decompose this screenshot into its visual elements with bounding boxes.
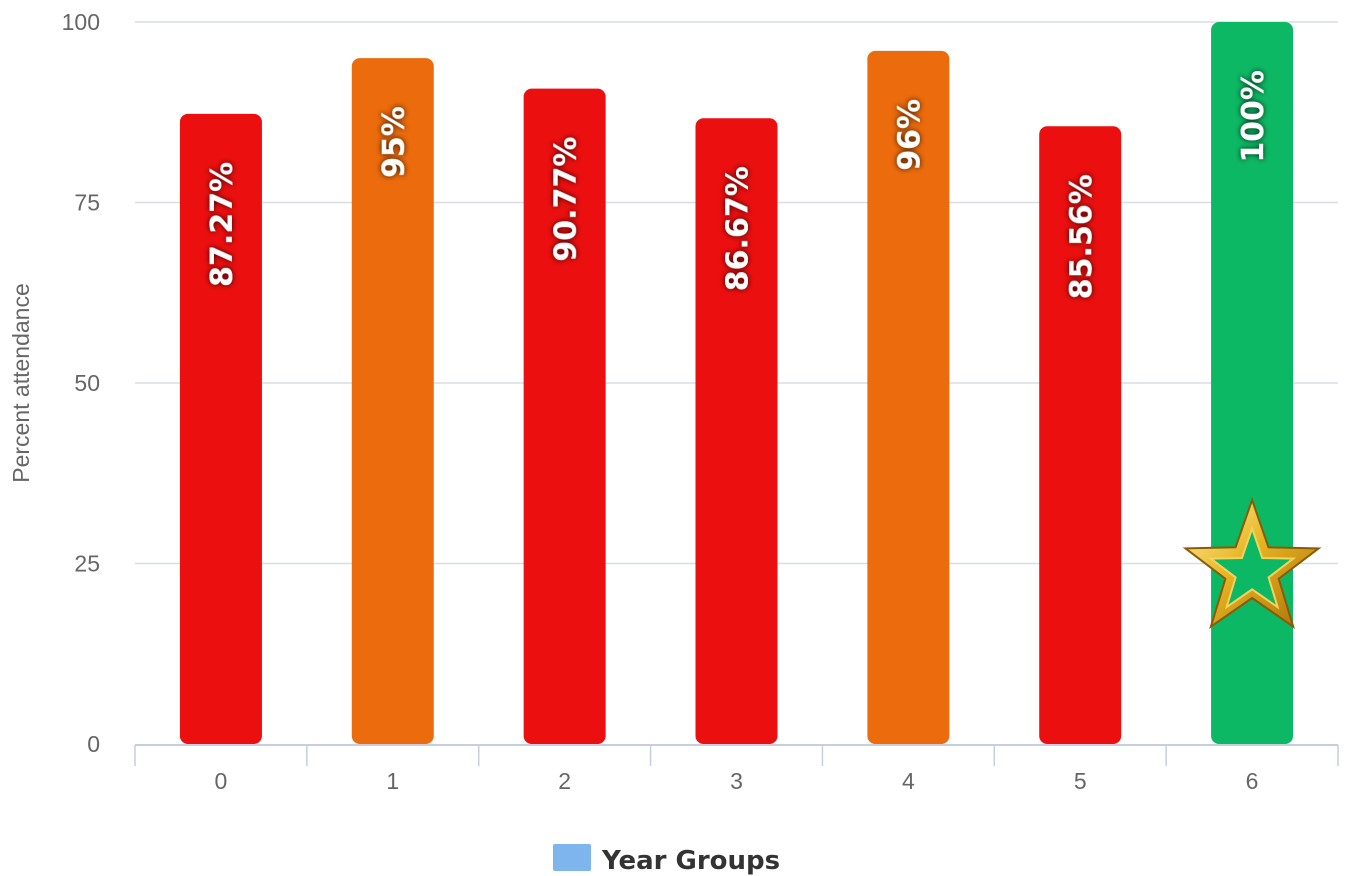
legend-label[interactable]: Year Groups	[601, 846, 780, 876]
data-label: 90.77%	[549, 137, 584, 262]
legend-swatch[interactable]	[553, 844, 591, 871]
data-label: 87.27%	[205, 162, 240, 287]
data-label: 100%	[1236, 70, 1271, 163]
data-label: 96%	[892, 99, 927, 171]
x-tick-label: 4	[902, 768, 915, 794]
x-tick-label: 0	[215, 768, 228, 794]
x-tick-label: 3	[730, 768, 743, 794]
data-label: 85.56%	[1064, 174, 1099, 299]
bar	[179, 113, 262, 745]
x-axis-ticks: 0 1 2 3 4 5 6	[215, 768, 1259, 794]
y-tick-label: 75	[74, 190, 100, 216]
bar	[695, 118, 778, 744]
y-axis-title: Percent attendance	[8, 283, 34, 482]
y-tick-label: 25	[74, 551, 100, 577]
y-tick-label: 50	[74, 370, 100, 396]
data-label: 95%	[377, 106, 412, 178]
x-tick-label: 5	[1074, 768, 1087, 794]
bar	[351, 58, 434, 745]
x-axis	[134, 744, 1339, 766]
x-tick-label: 6	[1246, 768, 1259, 794]
y-tick-label: 100	[62, 9, 100, 35]
legend[interactable]: Year Groups	[553, 844, 780, 876]
y-axis-ticks: 0 25 50 75 100	[62, 9, 100, 757]
y-tick-label: 0	[87, 731, 100, 757]
star-inner	[1207, 525, 1297, 610]
gold-star-icon	[1182, 496, 1322, 630]
x-tick-label: 2	[558, 768, 571, 794]
bar	[523, 88, 606, 744]
x-tick-label: 1	[386, 768, 399, 794]
bar	[867, 50, 950, 744]
data-label: 86.67%	[721, 166, 756, 291]
bar	[1039, 126, 1122, 745]
